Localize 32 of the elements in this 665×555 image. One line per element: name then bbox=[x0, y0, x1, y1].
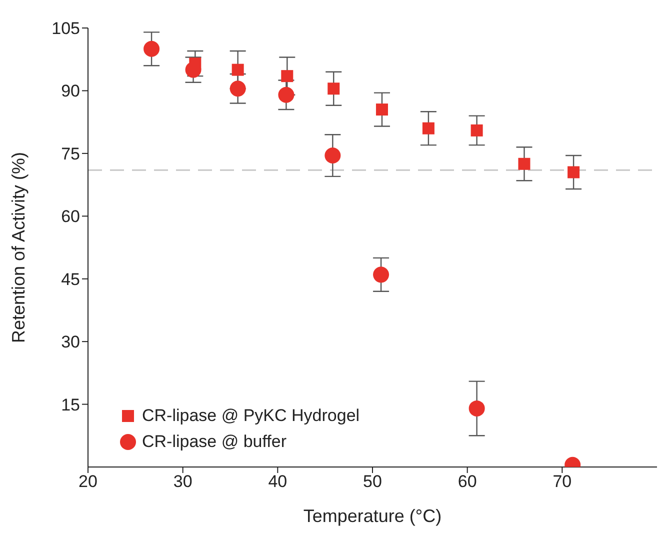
point bbox=[281, 70, 294, 82]
legend-label: CR-lipase @ buffer bbox=[142, 431, 286, 453]
x-tick-label: 70 bbox=[552, 472, 572, 492]
y-tick-label: 45 bbox=[61, 270, 80, 289]
point bbox=[468, 400, 485, 416]
x-tick-label: 60 bbox=[458, 472, 477, 492]
point bbox=[376, 104, 388, 116]
y-tick-label: 75 bbox=[61, 144, 80, 164]
point bbox=[568, 166, 580, 178]
x-tick-label: 50 bbox=[363, 472, 382, 492]
x-axis-title: Temperature (°C) bbox=[303, 506, 442, 526]
y-tick-label: 90 bbox=[61, 82, 80, 101]
y-tick-label: 105 bbox=[52, 19, 80, 38]
point bbox=[422, 122, 434, 134]
point bbox=[278, 86, 294, 103]
point bbox=[189, 58, 202, 70]
point bbox=[232, 64, 244, 76]
point bbox=[328, 82, 340, 95]
point bbox=[470, 124, 483, 136]
point bbox=[373, 266, 390, 283]
y-tick-label: 15 bbox=[61, 395, 80, 414]
x-tick-label: 30 bbox=[173, 472, 192, 492]
y-tick-label: 60 bbox=[61, 207, 80, 226]
point bbox=[324, 148, 341, 164]
point bbox=[518, 158, 530, 170]
x-tick-label: 40 bbox=[268, 472, 288, 492]
x-tick-label: 20 bbox=[78, 472, 98, 492]
y-axis-title: Retention of Activity (%) bbox=[8, 152, 28, 344]
point bbox=[230, 80, 246, 97]
point bbox=[144, 40, 160, 57]
y-tick-label: 30 bbox=[61, 332, 80, 352]
legend-label: CR-lipase @ PyKC Hydrogel bbox=[142, 405, 360, 427]
